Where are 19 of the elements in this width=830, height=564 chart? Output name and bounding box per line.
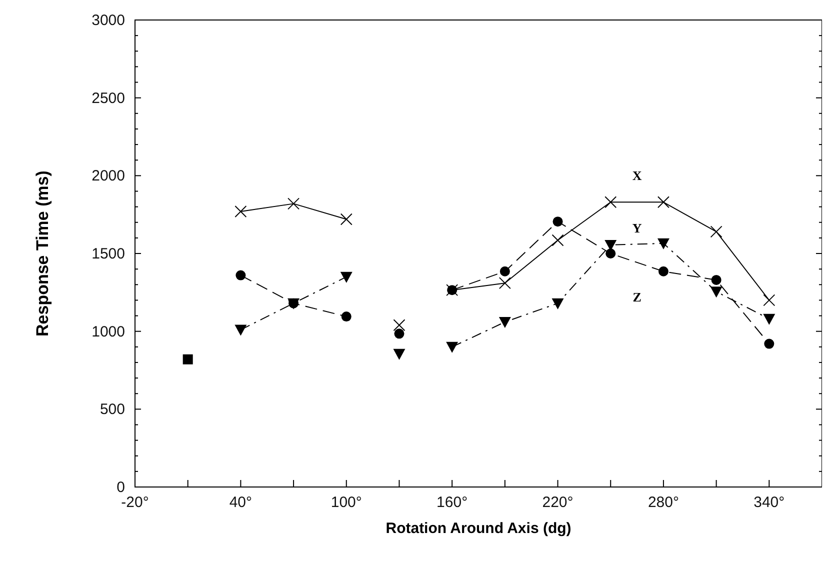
y-tick-label: 2500 (92, 90, 125, 107)
y-tick-label: 1500 (92, 246, 125, 262)
y-tick-label: 3000 (92, 12, 125, 29)
y-tick-label: 500 (100, 401, 125, 418)
x-tick-label: 100° (330, 494, 362, 511)
x-tick-label: -20° (121, 494, 149, 511)
x-tick-label: 40° (229, 494, 252, 511)
x-tick-label: 160° (436, 494, 468, 511)
x-tick-label: 220° (542, 494, 574, 511)
y-tick-label: 1000 (92, 323, 125, 340)
y-axis-title: Response Time (ms) (33, 170, 52, 336)
x-tick-label: 280° (648, 494, 679, 511)
y-tick-label: 2000 (92, 168, 125, 185)
series-label: Z (632, 289, 642, 304)
series-label: X (632, 168, 642, 184)
y-tick-label: 0 (116, 479, 125, 496)
series-label: Y (632, 220, 642, 236)
x-axis-title: Rotation Around Axis (dg) (386, 520, 572, 537)
x-tick-label: 340° (754, 494, 785, 511)
